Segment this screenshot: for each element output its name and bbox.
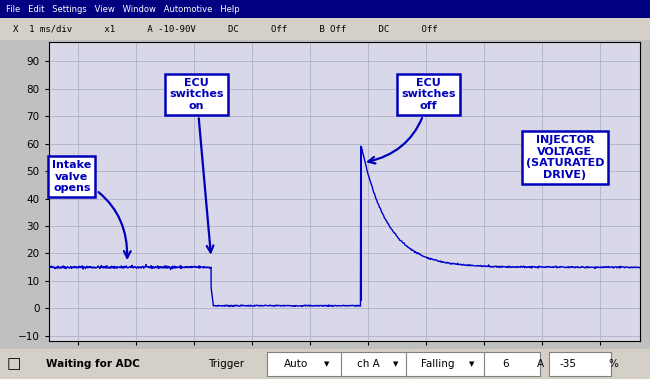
FancyBboxPatch shape bbox=[341, 352, 413, 376]
FancyBboxPatch shape bbox=[406, 352, 491, 376]
FancyBboxPatch shape bbox=[549, 352, 611, 376]
Text: Intake
valve
opens: Intake valve opens bbox=[52, 160, 131, 258]
Text: Trigger: Trigger bbox=[208, 359, 244, 369]
FancyBboxPatch shape bbox=[484, 352, 540, 376]
Text: ECU
switches
on: ECU switches on bbox=[170, 78, 224, 252]
Text: ▼: ▼ bbox=[324, 361, 329, 367]
Text: File   Edit   Settings   View   Window   Automotive   Help: File Edit Settings View Window Automotiv… bbox=[6, 5, 240, 14]
Text: □: □ bbox=[6, 357, 21, 371]
Text: ECU
switches
off: ECU switches off bbox=[368, 78, 456, 163]
Text: ▼: ▼ bbox=[393, 361, 398, 367]
Text: %: % bbox=[608, 359, 618, 369]
Text: Auto: Auto bbox=[283, 359, 308, 369]
Text: -35: -35 bbox=[559, 359, 576, 369]
Text: ▼: ▼ bbox=[469, 361, 474, 367]
Text: Waiting for ADC: Waiting for ADC bbox=[46, 359, 139, 369]
Text: A: A bbox=[537, 359, 544, 369]
Text: ms: ms bbox=[646, 359, 650, 370]
Text: 6: 6 bbox=[502, 359, 508, 369]
Text: V: V bbox=[7, 26, 16, 39]
Text: ch A: ch A bbox=[357, 359, 380, 369]
Text: Falling: Falling bbox=[421, 359, 454, 369]
FancyBboxPatch shape bbox=[266, 352, 344, 376]
Text: INJECTOR
VOLTAGE
(SATURATED
DRIVE): INJECTOR VOLTAGE (SATURATED DRIVE) bbox=[526, 135, 604, 180]
Text: X  1 ms/div      x1      A -10-90V      DC      Off      B Off      DC      Off: X 1 ms/div x1 A -10-90V DC Off B Off DC … bbox=[13, 25, 437, 33]
